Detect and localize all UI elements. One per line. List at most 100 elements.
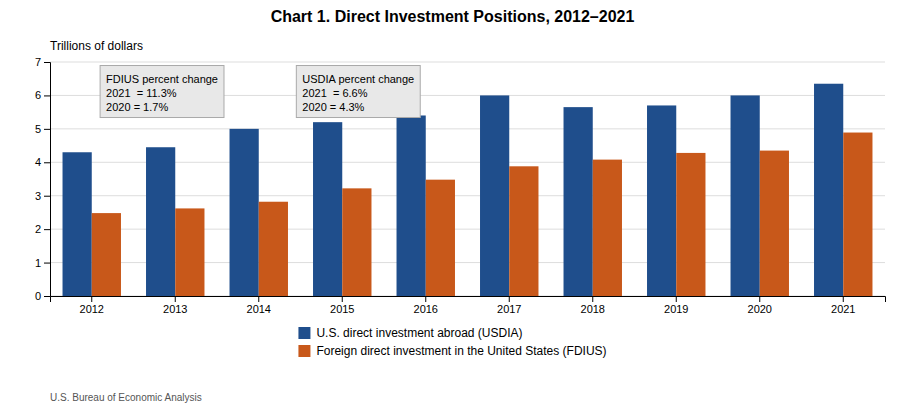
y-tick-mark [44, 95, 50, 96]
bar [230, 129, 259, 296]
x-tick-label: 2015 [330, 303, 354, 315]
bar [259, 202, 288, 296]
legend: U.S. direct investment abroad (USDIA) For… [298, 326, 606, 358]
y-tick: 4 [35, 156, 50, 168]
y-axis-line [44, 63, 51, 297]
x-axis: 2012 2013 2014 2015 2016 2017 2018 2019 2020 2021 [51, 296, 886, 315]
grid [50, 62, 885, 296]
x-tick-label: 2018 [581, 303, 605, 315]
x-tick: 2014 [247, 296, 271, 315]
legend-label: Foreign direct investment in the United … [316, 344, 606, 358]
x-tick-mark [843, 296, 844, 302]
bar [146, 147, 175, 296]
plot: 0 1 2 3 4 5 6 7 2012 2013 2014 2015 2016 2017 2018 2019… [35, 56, 886, 315]
chart: Chart 1. Direct Investment Positions, 20… [0, 0, 905, 409]
y-tick-label: 0 [35, 290, 41, 302]
annotation: FDIUS percent change 2021 = 11.3% 2020 = 1… [100, 66, 224, 118]
x-tick-mark [509, 296, 510, 302]
x-tick-label: 2013 [163, 303, 187, 315]
legend-item: U.S. direct investment abroad (USDIA) [298, 326, 522, 340]
bar [313, 122, 342, 296]
annotation-text: 2020 = 1.7% [106, 101, 168, 113]
x-tick: 2016 [414, 296, 438, 315]
grid-line [50, 62, 885, 63]
y-tick-mark [44, 62, 50, 63]
bar [92, 213, 121, 296]
bar [480, 95, 509, 296]
bar [814, 84, 843, 296]
y-tick: 5 [35, 123, 50, 135]
y-tick: 2 [35, 223, 50, 235]
x-tick-label: 2020 [748, 303, 772, 315]
x-tick: 2020 [748, 296, 772, 315]
y-tick: 6 [35, 89, 50, 101]
bar [564, 107, 593, 296]
legend-item: Foreign direct investment in the United … [298, 344, 606, 358]
x-tick: 2021 [831, 296, 855, 315]
x-tick-label: 2016 [414, 303, 438, 315]
x-tick-label: 2012 [80, 303, 104, 315]
bar [509, 166, 538, 296]
x-tick: 2013 [163, 296, 187, 315]
bar [397, 115, 426, 296]
y-tick: 3 [35, 190, 50, 202]
y-tick: 0 [35, 290, 50, 302]
y-tick-label: 7 [35, 56, 41, 68]
y-tick-mark [44, 263, 50, 264]
y-tick-mark [44, 162, 50, 163]
bar [426, 180, 455, 296]
x-tick-mark [425, 296, 426, 302]
bar [63, 152, 92, 296]
x-tick-mark [676, 296, 677, 302]
x-tick: 2012 [80, 296, 104, 315]
annotation: USDIA percent change2021 = 6.6%2020 = 4.… [296, 66, 420, 118]
bar [676, 153, 705, 296]
series [92, 133, 873, 296]
x-tick-mark [258, 296, 259, 302]
footer: U.S. Bureau of Economic Analysis [50, 392, 202, 403]
x-tick: 2015 [330, 296, 354, 315]
x-tick-label: 2021 [831, 303, 855, 315]
x-tick: 2018 [581, 296, 605, 315]
y-tick: 1 [35, 257, 50, 269]
y-tick-label: 1 [35, 257, 41, 269]
x-tick-mark [175, 296, 176, 302]
y-tick-mark [44, 296, 50, 297]
y-label: Trillions of dollars [50, 39, 143, 53]
bar [843, 133, 872, 296]
legend-label: U.S. direct investment abroad (USDIA) [316, 326, 522, 340]
x-tick: 2017 [497, 296, 521, 315]
y-tick-label: 4 [35, 156, 41, 168]
annotation-text: USDIA percent change [302, 73, 414, 85]
annotation-text: FDIUS percent change [106, 73, 218, 85]
legend-swatch [298, 345, 310, 357]
y-tick-label: 2 [35, 223, 41, 235]
x-tick-label: 2014 [247, 303, 271, 315]
annotation-text: 2020 = 4.3% [302, 101, 364, 113]
bar [647, 105, 676, 296]
legend-swatch [298, 327, 310, 339]
x-tick-label: 2019 [664, 303, 688, 315]
y-axis: 0 1 2 3 4 5 6 7 [35, 56, 51, 302]
y-tick-label: 6 [35, 89, 41, 101]
annotation-box [296, 66, 420, 118]
x-tick-mark [592, 296, 593, 302]
y-tick-label: 3 [35, 190, 41, 202]
x-tick-mark [759, 296, 760, 302]
y-tick-mark [44, 129, 50, 130]
y-tick: 7 [35, 56, 50, 68]
bar [342, 188, 371, 296]
x-tick-mark [342, 296, 343, 302]
title: Chart 1. Direct Investment Positions, 20… [271, 8, 635, 25]
x-tick-mark [91, 296, 92, 302]
bar [593, 160, 622, 296]
x-tick-label: 2017 [497, 303, 521, 315]
annotation-box [100, 66, 224, 118]
y-tick-mark [44, 196, 50, 197]
x-axis-line [51, 297, 886, 303]
x-tick: 2019 [664, 296, 688, 315]
bar [760, 151, 789, 296]
annotation-text: 2021 = 11.3% [106, 87, 177, 99]
y-tick-mark [44, 229, 50, 230]
bar [175, 208, 204, 296]
